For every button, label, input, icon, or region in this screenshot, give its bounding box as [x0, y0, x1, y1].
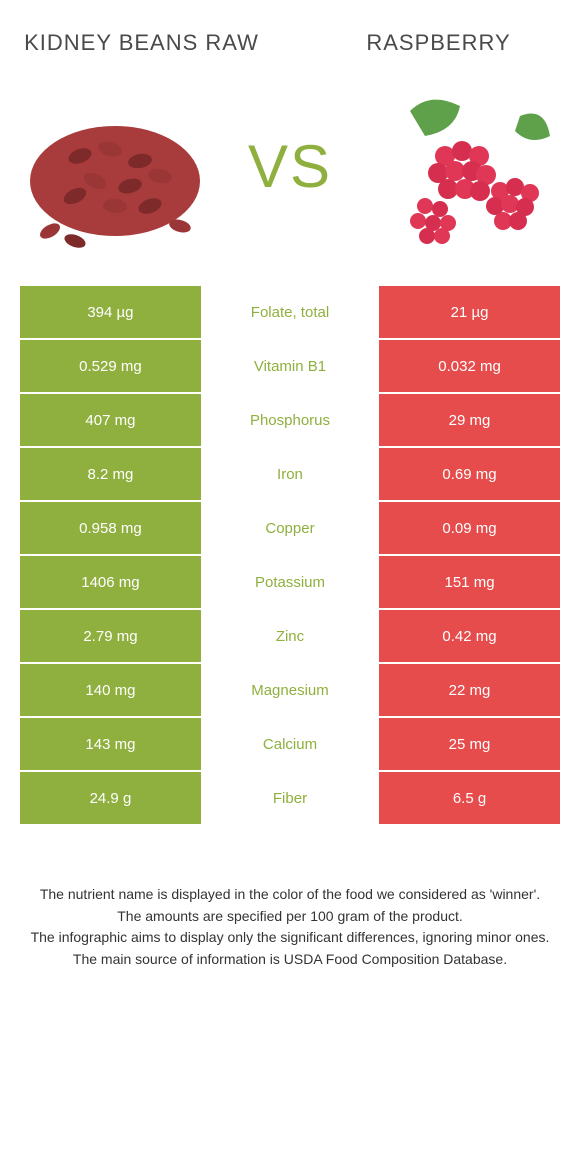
left-value: 140 mg — [20, 664, 201, 716]
left-value: 1406 mg — [20, 556, 201, 608]
hero-row: VS — [20, 81, 560, 251]
titles-row: KIDNEY BEANS RAW RASPBERRY — [20, 30, 560, 56]
vs-label: VS — [248, 132, 332, 201]
table-row: 143 mgCalcium25 mg — [20, 718, 560, 770]
nutrient-name: Copper — [201, 502, 379, 554]
left-value: 0.529 mg — [20, 340, 201, 392]
nutrient-name: Calcium — [201, 718, 379, 770]
footer-line: The nutrient name is displayed in the co… — [26, 884, 554, 906]
table-row: 0.958 mgCopper0.09 mg — [20, 502, 560, 554]
right-value: 6.5 g — [379, 772, 560, 824]
nutrient-name: Potassium — [201, 556, 379, 608]
footer-notes: The nutrient name is displayed in the co… — [20, 884, 560, 971]
footer-line: The main source of information is USDA F… — [26, 949, 554, 971]
right-value: 0.09 mg — [379, 502, 560, 554]
left-value: 407 mg — [20, 394, 201, 446]
left-value: 8.2 mg — [20, 448, 201, 500]
footer-line: The infographic aims to display only the… — [26, 927, 554, 949]
right-value: 151 mg — [379, 556, 560, 608]
table-row: 1406 mgPotassium151 mg — [20, 556, 560, 608]
left-value: 143 mg — [20, 718, 201, 770]
table-row: 0.529 mgVitamin B10.032 mg — [20, 340, 560, 392]
right-value: 0.42 mg — [379, 610, 560, 662]
nutrient-name: Magnesium — [201, 664, 379, 716]
left-value: 24.9 g — [20, 772, 201, 824]
right-value: 22 mg — [379, 664, 560, 716]
table-row: 8.2 mgIron0.69 mg — [20, 448, 560, 500]
left-value: 0.958 mg — [20, 502, 201, 554]
footer-line: The amounts are specified per 100 gram o… — [26, 906, 554, 928]
table-row: 140 mgMagnesium22 mg — [20, 664, 560, 716]
nutrient-name: Vitamin B1 — [201, 340, 379, 392]
table-row: 2.79 mgZinc0.42 mg — [20, 610, 560, 662]
left-value: 2.79 mg — [20, 610, 201, 662]
nutrient-comparison-table: 394 µgFolate, total21 µg0.529 mgVitamin … — [20, 286, 560, 824]
right-value: 21 µg — [379, 286, 560, 338]
right-value: 0.69 mg — [379, 448, 560, 500]
nutrient-name: Zinc — [201, 610, 379, 662]
kidney-beans-image — [20, 81, 210, 251]
title-right: RASPBERRY — [317, 30, 560, 56]
table-row: 394 µgFolate, total21 µg — [20, 286, 560, 338]
table-row: 407 mgPhosphorus29 mg — [20, 394, 560, 446]
right-value: 29 mg — [379, 394, 560, 446]
nutrient-name: Fiber — [201, 772, 379, 824]
table-row: 24.9 gFiber6.5 g — [20, 772, 560, 824]
nutrient-name: Folate, total — [201, 286, 379, 338]
right-value: 0.032 mg — [379, 340, 560, 392]
nutrient-name: Iron — [201, 448, 379, 500]
left-value: 394 µg — [20, 286, 201, 338]
nutrient-name: Phosphorus — [201, 394, 379, 446]
raspberry-image — [370, 81, 560, 251]
title-left: KIDNEY BEANS RAW — [20, 30, 263, 56]
right-value: 25 mg — [379, 718, 560, 770]
